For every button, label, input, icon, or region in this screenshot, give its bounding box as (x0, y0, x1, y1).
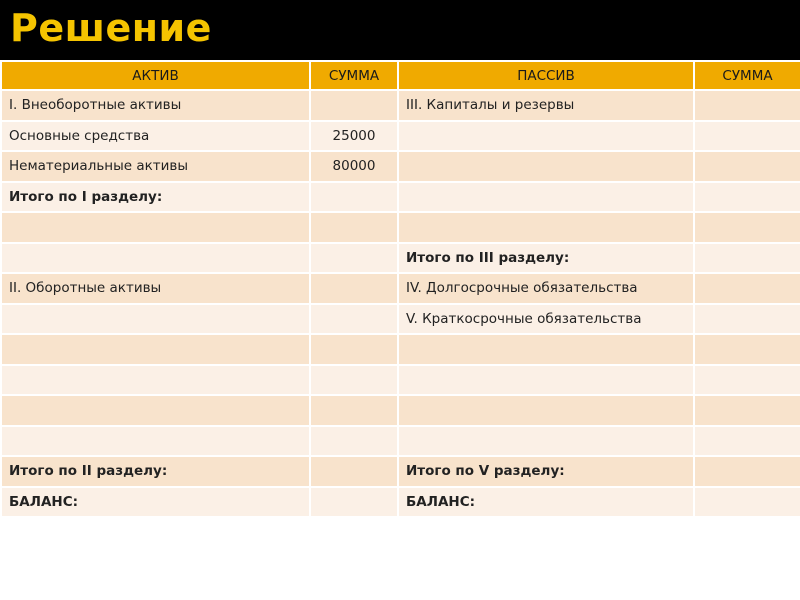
passiv-sum-cell (693, 180, 800, 213)
aktiv-sum-cell: 80000 (309, 150, 399, 183)
passiv-sum-cell (693, 211, 800, 244)
table-row: Итого по I разделу: (0, 180, 800, 213)
passiv-sum-cell (693, 333, 800, 366)
aktiv-sum-cell (309, 89, 399, 122)
aktiv-sum-cell (309, 394, 399, 427)
aktiv-cell (0, 424, 311, 457)
passiv-sum-cell (693, 89, 800, 122)
passiv-sum-cell (693, 394, 800, 427)
passiv-sum-cell (693, 150, 800, 183)
passiv-cell (397, 424, 695, 457)
passiv-sum-cell (693, 241, 800, 274)
aktiv-sum-cell (309, 241, 399, 274)
aktiv-cell (0, 302, 311, 335)
table-row: V. Краткосрочные обязательства (0, 302, 800, 335)
aktiv-sum-cell (309, 455, 399, 488)
aktiv-cell (0, 333, 311, 366)
aktiv-cell (0, 241, 311, 274)
table-row (0, 363, 800, 396)
passiv-cell (397, 150, 695, 183)
passiv-sum-cell (693, 272, 800, 305)
aktiv-cell (0, 363, 311, 396)
passiv-sum-cell (693, 363, 800, 396)
aktiv-sum-cell: 25000 (309, 119, 399, 152)
header-passiv: ПАССИВ (397, 60, 695, 91)
passiv-cell (397, 180, 695, 213)
aktiv-sum-cell (309, 485, 399, 518)
passiv-sum-cell (693, 119, 800, 152)
table-row (0, 211, 800, 244)
aktiv-cell (0, 394, 311, 427)
aktiv-sum-cell (309, 333, 399, 366)
table-row (0, 333, 800, 366)
aktiv-cell: Нематериальные активы (0, 150, 311, 183)
passiv-cell: IV. Долгосрочные обязательства (397, 272, 695, 305)
passiv-cell (397, 394, 695, 427)
header-aktiv: АКТИВ (0, 60, 311, 91)
passiv-cell: V. Краткосрочные обязательства (397, 302, 695, 335)
aktiv-sum-cell (309, 302, 399, 335)
passiv-cell: Итого по V разделу: (397, 455, 695, 488)
table-row (0, 394, 800, 427)
table-row: Нематериальные активы 80000 (0, 150, 800, 183)
table-row (0, 424, 800, 457)
passiv-cell: БАЛАНС: (397, 485, 695, 518)
table-row: БАЛАНС: БАЛАНС: (0, 485, 800, 518)
slide-title: Решение (10, 6, 212, 50)
passiv-cell (397, 333, 695, 366)
aktiv-cell: Основные средства (0, 119, 311, 152)
aktiv-cell: I. Внеоборотные активы (0, 89, 311, 122)
table-row: Основные средства 25000 (0, 119, 800, 152)
table-row: Итого по II разделу: Итого по V разделу: (0, 455, 800, 488)
aktiv-cell: II. Оборотные активы (0, 272, 311, 305)
passiv-cell (397, 119, 695, 152)
aktiv-sum-cell (309, 424, 399, 457)
passiv-cell (397, 211, 695, 244)
aktiv-sum-cell (309, 272, 399, 305)
title-bar: Решение (0, 0, 800, 60)
passiv-sum-cell (693, 485, 800, 518)
passiv-cell (397, 363, 695, 396)
aktiv-cell: БАЛАНС: (0, 485, 311, 518)
passiv-cell: III. Капиталы и резервы (397, 89, 695, 122)
aktiv-sum-cell (309, 180, 399, 213)
header-summa-passiv: СУММА (693, 60, 800, 91)
aktiv-cell (0, 211, 311, 244)
aktiv-sum-cell (309, 211, 399, 244)
aktiv-sum-cell (309, 363, 399, 396)
passiv-sum-cell (693, 424, 800, 457)
header-summa-aktiv: СУММА (309, 60, 399, 91)
passiv-sum-cell (693, 455, 800, 488)
balance-table: АКТИВ СУММА ПАССИВ СУММА I. Внеоборотные… (0, 60, 800, 518)
table-row: I. Внеоборотные активы III. Капиталы и ре… (0, 89, 800, 122)
aktiv-cell: Итого по II разделу: (0, 455, 311, 488)
aktiv-cell: Итого по I разделу: (0, 180, 311, 213)
table-row: II. Оборотные активы IV. Долгосрочные обя… (0, 272, 800, 305)
table-row: Итого по III разделу: (0, 241, 800, 274)
passiv-sum-cell (693, 302, 800, 335)
table-header-row: АКТИВ СУММА ПАССИВ СУММА (0, 60, 800, 91)
passiv-cell: Итого по III разделу: (397, 241, 695, 274)
